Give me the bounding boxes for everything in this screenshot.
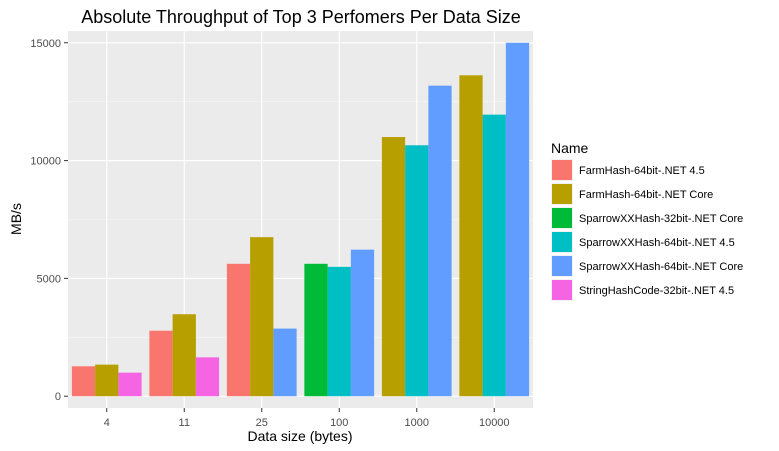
bar (95, 364, 119, 397)
x-tick-label: 100 (330, 417, 348, 429)
legend-label: SparrowXXHash-32bit-.NET Core (579, 213, 743, 225)
bar (149, 330, 173, 397)
bar (482, 114, 506, 397)
bars (71, 42, 530, 397)
legend-label: FarmHash-64bit-.NET Core (579, 189, 713, 201)
x-tick-label: 11 (179, 417, 190, 429)
legend-swatch (552, 256, 572, 276)
bar (273, 328, 297, 397)
bar (172, 314, 196, 397)
bar (304, 263, 328, 397)
y-tick-label: 15000 (30, 38, 61, 50)
y-axis: 0 5000 10000 15000 (30, 38, 68, 403)
legend-label: SparrowXXHash-64bit-.NET Core (579, 261, 743, 273)
legend-swatch (552, 280, 572, 300)
x-axis: 4 11 25 100 1000 10000 (104, 408, 510, 429)
legend-label: SparrowXXHash-64bit-.NET 4.5 (579, 237, 735, 249)
bar (118, 372, 142, 397)
bar (428, 85, 452, 397)
x-tick-label: 4 (104, 417, 110, 429)
legend-label: FarmHash-64bit-.NET 4.5 (579, 165, 705, 177)
bar (405, 145, 429, 397)
legend-swatch (552, 184, 572, 204)
bar (350, 249, 375, 397)
y-axis-title: MB/s (8, 203, 24, 235)
chart-title: Absolute Throughput of Top 3 Perfomers P… (81, 7, 521, 27)
bar (327, 266, 351, 397)
legend: Name FarmHash-64bit-.NET 4.5FarmHash-64b… (551, 140, 743, 301)
x-tick-label: 1000 (405, 417, 429, 429)
legend-swatch (552, 160, 572, 180)
y-tick-label: 10000 (30, 156, 61, 168)
bar (459, 75, 483, 397)
x-tick-label: 25 (256, 417, 268, 429)
bar (71, 366, 96, 397)
legend-swatch (552, 232, 572, 252)
bar (226, 263, 251, 397)
legend-title: Name (551, 140, 589, 156)
legend-swatch (552, 208, 572, 228)
x-tick-label: 10000 (479, 417, 510, 429)
legend-label: StringHashCode-32bit-.NET 4.5 (579, 285, 734, 297)
x-axis-title: Data size (bytes) (247, 428, 352, 444)
bar (381, 137, 406, 397)
bar (195, 357, 220, 397)
bar (250, 237, 274, 397)
legend-items: FarmHash-64bit-.NET 4.5 FarmHash-64bit-.N… (551, 159, 743, 301)
bar (505, 42, 530, 397)
y-tick-label: 5000 (37, 273, 61, 285)
y-tick-label: 0 (55, 391, 61, 403)
